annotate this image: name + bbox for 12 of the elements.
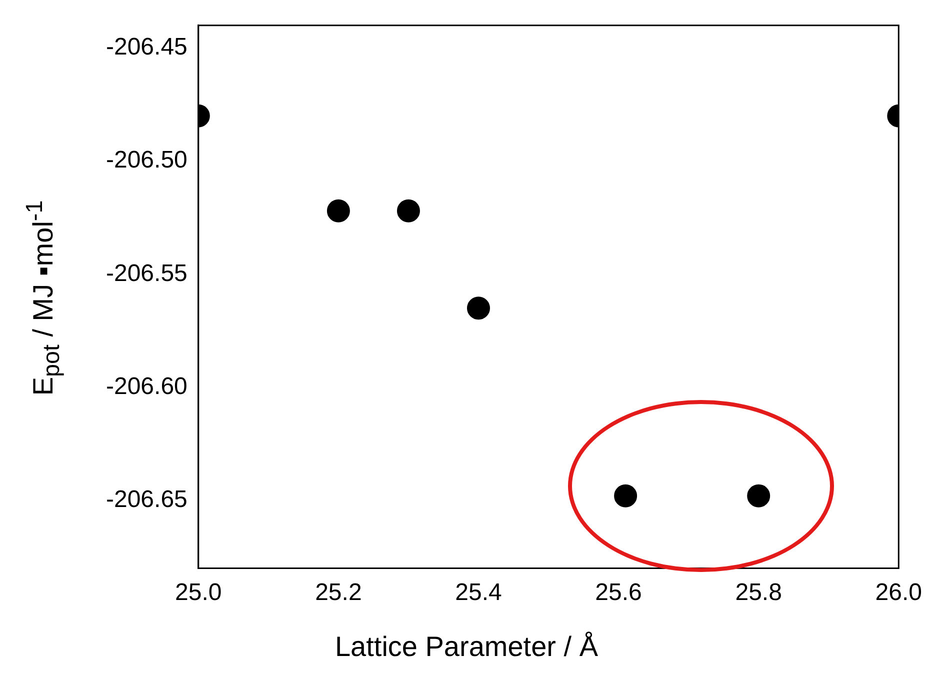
x-tick-label: 25.4 <box>455 579 502 606</box>
x-tick-label: 26.0 <box>875 579 922 606</box>
x-tick-label: 25.6 <box>595 579 642 606</box>
x-axis-title: Lattice Parameter / Å <box>334 631 599 663</box>
y-tick-label: -206.45 <box>106 34 188 61</box>
x-tick-label: 25.0 <box>175 579 222 606</box>
y-tick-label: -206.60 <box>106 372 188 400</box>
x-tick-label: 25.8 <box>735 579 782 606</box>
y-tick-label: -206.65 <box>106 486 188 513</box>
y-tick-label: -206.55 <box>106 260 188 287</box>
y-tick-label: -206.50 <box>106 146 188 174</box>
x-tick-label: 25.2 <box>315 579 362 606</box>
